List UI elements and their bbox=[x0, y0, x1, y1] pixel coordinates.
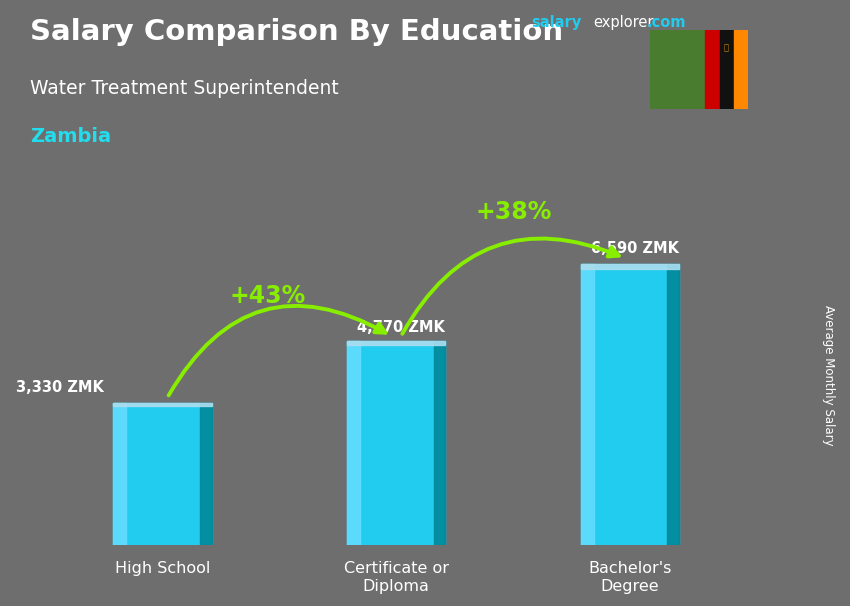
Text: 4,770 ZMK: 4,770 ZMK bbox=[357, 320, 445, 335]
Text: .com: .com bbox=[647, 15, 686, 30]
Bar bbox=[347, 341, 445, 545]
Bar bbox=[347, 341, 360, 545]
Text: Zambia: Zambia bbox=[30, 127, 110, 146]
Text: salary: salary bbox=[531, 15, 581, 30]
Text: Salary Comparison By Education: Salary Comparison By Education bbox=[30, 18, 563, 46]
Bar bbox=[734, 30, 748, 109]
Text: Average Monthly Salary: Average Monthly Salary bbox=[822, 305, 836, 446]
Bar bbox=[581, 264, 679, 268]
Text: explorer: explorer bbox=[593, 15, 654, 30]
Text: +43%: +43% bbox=[230, 284, 306, 308]
Bar bbox=[113, 403, 127, 545]
Bar bbox=[113, 403, 212, 545]
Text: 🦅: 🦅 bbox=[724, 43, 729, 52]
Bar bbox=[347, 341, 445, 345]
Text: 3,330 ZMK: 3,330 ZMK bbox=[16, 380, 104, 395]
Bar bbox=[200, 403, 212, 545]
Text: Water Treatment Superintendent: Water Treatment Superintendent bbox=[30, 79, 338, 98]
Bar bbox=[581, 264, 594, 545]
Bar bbox=[434, 341, 445, 545]
Text: 6,590 ZMK: 6,590 ZMK bbox=[591, 241, 679, 256]
Bar bbox=[667, 264, 679, 545]
Bar bbox=[581, 264, 679, 545]
Text: +38%: +38% bbox=[475, 200, 552, 224]
Bar bbox=[705, 30, 720, 109]
Bar bbox=[720, 30, 734, 109]
Bar bbox=[113, 403, 212, 405]
